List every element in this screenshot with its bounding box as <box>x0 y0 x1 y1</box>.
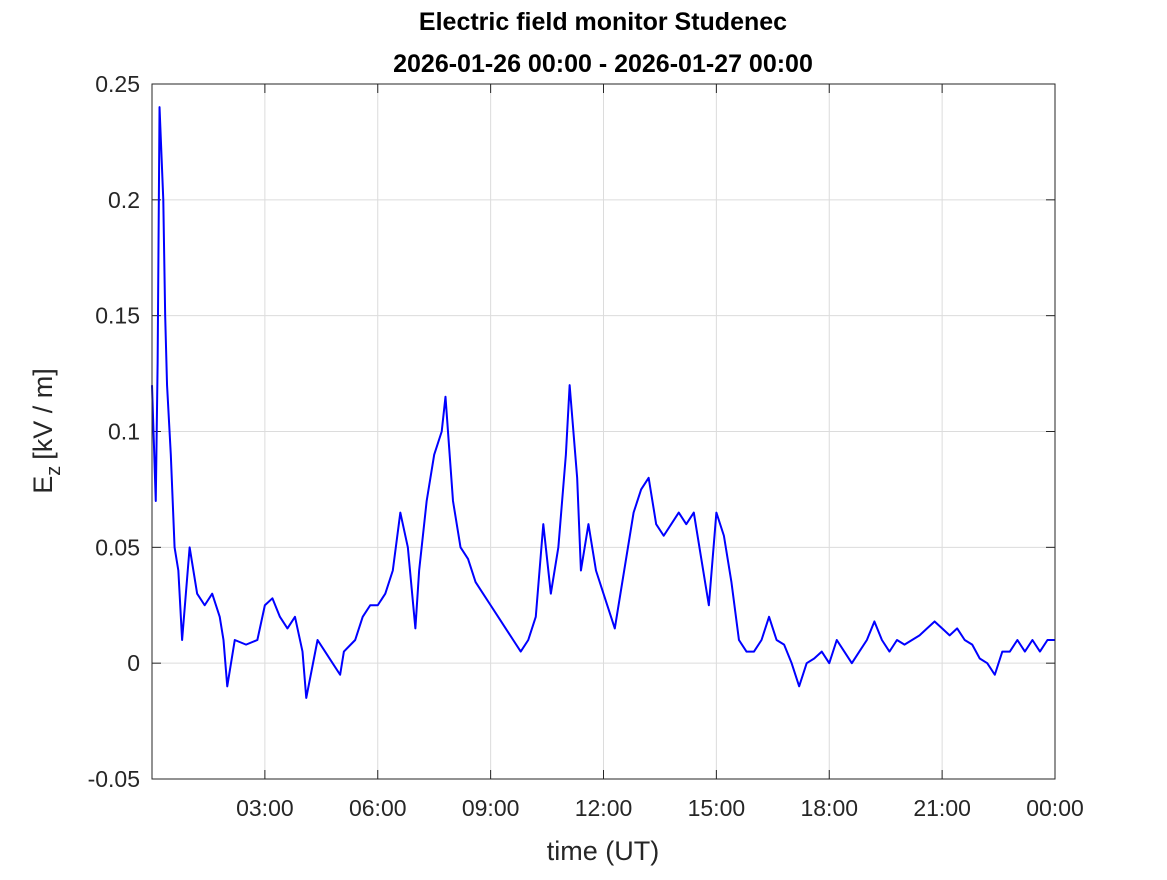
marks <box>151 106 1055 699</box>
y-tick-label: 0.2 <box>108 187 140 213</box>
x-tick-label: 06:00 <box>349 795 407 821</box>
axes-box <box>151 83 1056 780</box>
y-tick-label: 0.25 <box>95 71 140 97</box>
x-tick-label: 03:00 <box>236 795 294 821</box>
y-tick-label: -0.05 <box>88 766 140 792</box>
y-tick-label: 0.15 <box>95 303 140 329</box>
chart-title: Electric field monitor Studenec <box>419 8 787 36</box>
x-axis-label: time (UT) <box>547 836 659 866</box>
x-tick-label: 12:00 <box>575 795 633 821</box>
x-tick-label: 18:00 <box>800 795 858 821</box>
x-tick-label: 00:00 <box>1026 795 1084 821</box>
tick-labels: -0.05 0 0.05 0.1 0.15 0.2 0.25 03:00 06:00 09:00 1… <box>88 71 1084 821</box>
y-label-symbol: E <box>28 476 58 494</box>
x-tick-label: 09:00 <box>462 795 520 821</box>
data-line <box>151 106 1055 699</box>
y-label-subscript: z <box>43 466 65 476</box>
x-tick-label: 15:00 <box>688 795 746 821</box>
y-label-unit: [kV / m] <box>28 368 58 460</box>
y-axis-label: Ez [kV / m] <box>28 368 65 494</box>
y-tick-label: 0 <box>127 650 140 676</box>
y-tick-label: 0.05 <box>95 534 140 560</box>
y-tick-label: 0.1 <box>108 419 140 445</box>
chart-subtitle: 2026-01-26 00:00 - 2026-01-27 00:00 <box>393 50 813 78</box>
x-tick-label: 21:00 <box>913 795 971 821</box>
